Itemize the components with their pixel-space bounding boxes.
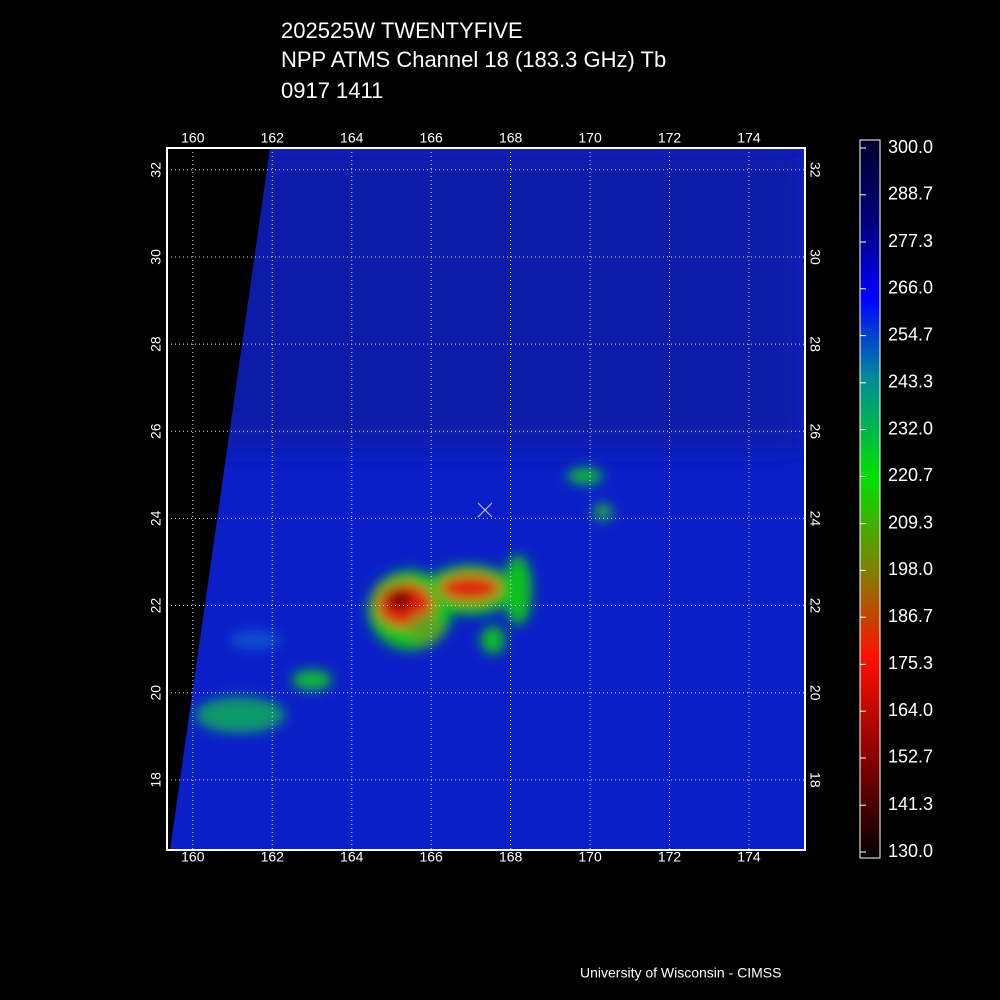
colorbar-label: 277.3 (888, 231, 933, 251)
lat-label: 22 (807, 598, 823, 614)
lat-label: 24 (148, 510, 164, 526)
lon-label: 168 (499, 849, 523, 865)
lon-label: 172 (658, 849, 682, 865)
lat-label: 20 (148, 685, 164, 701)
lat-label: 30 (807, 249, 823, 265)
lat-label: 18 (148, 772, 164, 788)
colorbar-label: 141.3 (888, 794, 933, 814)
colorbar-label: 232.0 (888, 418, 933, 438)
lon-label: 170 (578, 130, 602, 146)
lat-label: 20 (807, 685, 823, 701)
colorbar-label: 198.0 (888, 559, 933, 579)
lon-label: 162 (261, 130, 285, 146)
lon-label: 166 (419, 849, 443, 865)
title-line: NPP ATMS Channel 18 (183.3 GHz) Tb (281, 47, 666, 72)
title-line: 0917 1411 (281, 78, 383, 103)
map-frame (166, 147, 806, 851)
title-line: 202525W TWENTYFIVE (281, 18, 523, 43)
lat-label: 26 (148, 423, 164, 439)
lat-label: 22 (148, 598, 164, 614)
lat-label: 32 (807, 162, 823, 178)
colorbar-label: 209.3 (888, 512, 933, 532)
colorbar-label: 243.3 (888, 372, 933, 392)
colorbar-label: 130.0 (888, 841, 933, 861)
lon-label: 170 (578, 849, 602, 865)
lon-label: 172 (658, 130, 682, 146)
colorbar-label: 220.7 (888, 465, 933, 485)
lon-label: 164 (340, 849, 364, 865)
lon-label: 164 (340, 130, 364, 146)
credit: University of Wisconsin - CIMSS (580, 965, 781, 981)
lat-label: 32 (148, 162, 164, 178)
colorbar-label: 164.0 (888, 700, 933, 720)
lon-label: 174 (737, 849, 761, 865)
satellite-image (167, 148, 805, 850)
lat-label: 28 (148, 336, 164, 352)
lon-label: 162 (261, 849, 285, 865)
lat-label: 26 (807, 423, 823, 439)
lat-label: 28 (807, 336, 823, 352)
colorbar-label: 186.7 (888, 606, 933, 626)
lon-label: 174 (737, 130, 761, 146)
lon-label: 160 (181, 130, 205, 146)
colorbar-label: 254.7 (888, 324, 933, 344)
colorbar-label: 152.7 (888, 747, 933, 767)
lat-label: 30 (148, 249, 164, 265)
lon-label: 166 (419, 130, 443, 146)
colorbar-label: 300.0 (888, 137, 933, 157)
colorbar (859, 139, 881, 859)
colorbar-label: 288.7 (888, 184, 933, 204)
colorbar-label: 175.3 (888, 653, 933, 673)
colorbar-label: 266.0 (888, 278, 933, 298)
storm-center (477, 502, 493, 518)
lat-label: 24 (807, 511, 823, 527)
lat-label: 18 (807, 772, 823, 788)
lon-label: 160 (181, 849, 205, 865)
lon-label: 168 (499, 130, 523, 146)
